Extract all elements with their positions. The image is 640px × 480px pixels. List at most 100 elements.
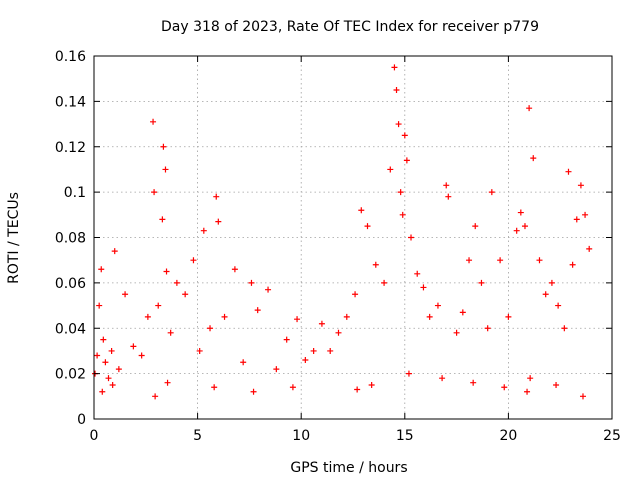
grid-lines xyxy=(94,56,612,419)
y-tick-label: 0.06 xyxy=(55,276,86,292)
data-point xyxy=(254,307,261,314)
data-point xyxy=(221,313,228,320)
data-point xyxy=(527,375,534,382)
data-point xyxy=(526,105,533,112)
data-point xyxy=(488,189,495,196)
data-point xyxy=(466,257,473,264)
x-axis-label: GPS time / hours xyxy=(290,460,407,476)
data-point xyxy=(173,279,180,286)
data-points xyxy=(92,64,593,400)
y-tick-label: 0 xyxy=(77,412,86,428)
data-point xyxy=(109,381,116,388)
data-point xyxy=(414,270,421,277)
data-point xyxy=(200,227,207,234)
y-tick-label: 0.16 xyxy=(55,49,86,65)
data-point xyxy=(182,291,189,298)
data-point xyxy=(573,216,580,223)
data-point xyxy=(453,329,460,336)
data-point xyxy=(445,193,452,200)
data-point xyxy=(294,316,301,323)
data-point xyxy=(358,207,365,214)
data-point xyxy=(548,279,555,286)
data-point xyxy=(152,393,159,400)
y-tick-label: 0.1 xyxy=(64,185,86,201)
data-point xyxy=(150,118,157,125)
data-point xyxy=(343,313,350,320)
data-point xyxy=(478,279,485,286)
data-point xyxy=(582,211,589,218)
data-point xyxy=(213,193,220,200)
data-point xyxy=(163,268,170,275)
data-point xyxy=(497,257,504,264)
data-point xyxy=(160,143,167,150)
y-tick-label: 0.12 xyxy=(55,140,86,156)
data-point xyxy=(273,366,280,373)
data-point xyxy=(354,386,361,393)
data-point xyxy=(536,257,543,264)
x-tick-label: 5 xyxy=(193,428,202,444)
data-point xyxy=(395,121,402,128)
data-point xyxy=(521,223,528,230)
data-point xyxy=(443,182,450,189)
data-point xyxy=(240,359,247,366)
y-tick-label: 0.04 xyxy=(55,321,86,337)
data-point xyxy=(397,189,404,196)
data-point xyxy=(167,329,174,336)
data-point xyxy=(196,347,203,354)
data-point xyxy=(144,313,151,320)
data-point xyxy=(565,168,572,175)
y-tick-label: 0.02 xyxy=(55,367,86,383)
data-point xyxy=(426,313,433,320)
data-point xyxy=(105,375,112,382)
data-point xyxy=(501,384,508,391)
data-point xyxy=(211,384,218,391)
data-point xyxy=(190,257,197,264)
data-point xyxy=(472,223,479,230)
data-point xyxy=(289,384,296,391)
y-tick-label: 0.08 xyxy=(55,231,86,247)
plot-frame xyxy=(93,55,613,420)
data-point xyxy=(408,234,415,241)
data-point xyxy=(403,157,410,164)
data-point xyxy=(164,379,171,386)
data-point xyxy=(115,366,122,373)
data-point xyxy=(542,291,549,298)
y-tick-label: 0.14 xyxy=(55,94,86,110)
data-point xyxy=(381,279,388,286)
x-tick-label: 20 xyxy=(499,428,517,444)
data-point xyxy=(231,266,238,273)
data-point xyxy=(368,381,375,388)
data-point xyxy=(310,347,317,354)
data-point xyxy=(586,245,593,252)
data-point xyxy=(108,347,115,354)
data-point xyxy=(530,155,537,162)
data-point xyxy=(484,325,491,332)
data-point xyxy=(111,248,118,255)
data-point xyxy=(130,343,137,350)
data-point xyxy=(102,359,109,366)
data-point xyxy=(420,284,427,291)
data-point xyxy=(405,370,412,377)
data-point xyxy=(162,166,169,173)
data-point xyxy=(98,266,105,273)
data-point xyxy=(302,357,309,364)
data-point xyxy=(159,216,166,223)
data-point xyxy=(283,336,290,343)
data-point xyxy=(215,218,222,225)
data-point xyxy=(399,211,406,218)
data-point xyxy=(155,302,162,309)
x-tick-label: 25 xyxy=(603,428,621,444)
data-point xyxy=(151,189,158,196)
data-point xyxy=(434,302,441,309)
data-point xyxy=(335,329,342,336)
data-point xyxy=(122,291,129,298)
data-point xyxy=(372,261,379,268)
data-point xyxy=(96,302,103,309)
data-point xyxy=(513,227,520,234)
data-point xyxy=(138,352,145,359)
data-point xyxy=(393,87,400,94)
data-point xyxy=(439,375,446,382)
data-point xyxy=(248,279,255,286)
